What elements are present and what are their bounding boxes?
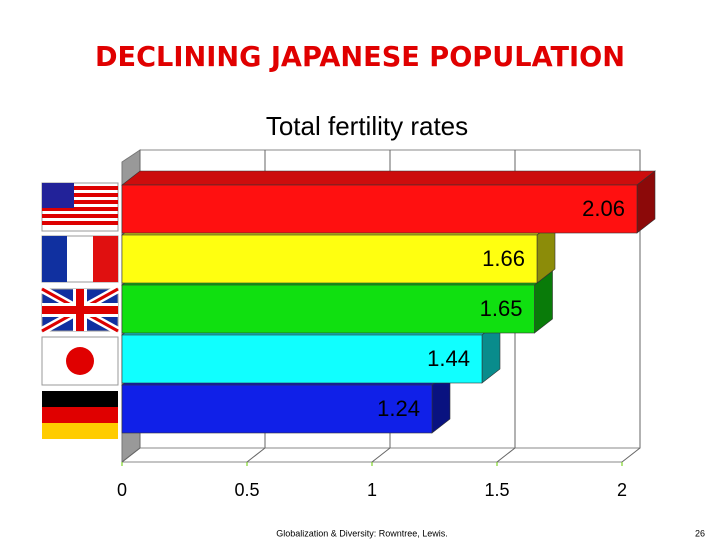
slide-title: DECLINING JAPANESE POPULATION [95,40,625,73]
bar [121,184,638,234]
flags [40,182,120,439]
bar-top [121,170,656,186]
flag-usa [41,182,119,232]
x-tick-label: 1 [367,480,377,500]
value-label: 2.06 [582,196,625,221]
bar [121,334,483,384]
flag-france [41,235,119,283]
floor-grid-line [621,447,641,463]
floor-grid-line [371,447,391,463]
x-tick-label: 0 [117,480,127,500]
bar [121,234,538,284]
flag-japan [41,336,119,386]
floor-grid-line [496,447,516,463]
flag-germany [42,391,118,439]
plot-area: 0 0.5 1 1.5 2 1.24 1.44 1.65 1.66 2.06 [117,149,656,500]
flag-uk [40,285,120,335]
floor-grid-line [121,447,141,463]
value-label: 1.24 [377,396,420,421]
value-label: 1.44 [427,346,470,371]
x-tick-label: 0.5 [234,480,259,500]
chart-title: Total fertility rates [266,111,468,141]
x-tick-label: 2 [617,480,627,500]
bar [121,284,535,334]
value-label: 1.66 [482,246,525,271]
floor-grid-line [246,447,266,463]
footer: Globalization & Diversity: Rowntree, Lew… [276,528,448,538]
value-label: 1.65 [480,296,523,321]
bar [121,384,433,434]
page-number: 26 [695,528,705,538]
x-tick-label: 1.5 [484,480,509,500]
